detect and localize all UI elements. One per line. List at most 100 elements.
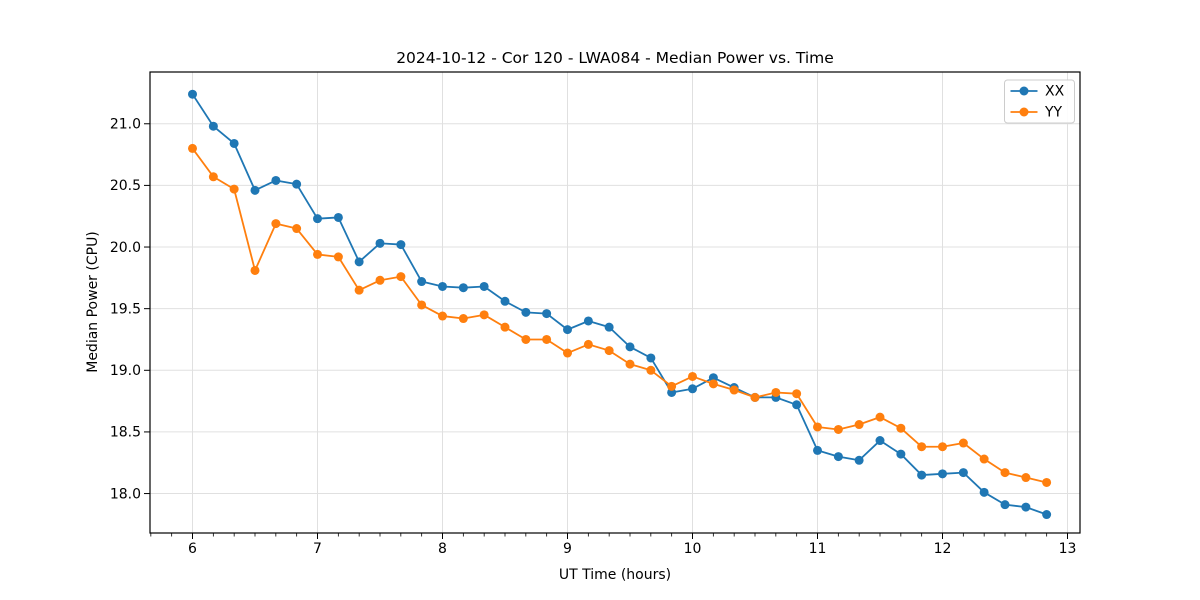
data-point-xx	[938, 469, 947, 479]
data-point-yy	[583, 339, 593, 349]
data-point-xx	[479, 281, 489, 291]
data-point-yy	[667, 381, 677, 391]
data-point-xx	[667, 387, 677, 397]
data-point-xx	[375, 238, 385, 248]
data-point-yy	[375, 275, 385, 285]
chart-title: 2024-10-12 - Cor 120 - LWA084 - Median P…	[396, 49, 834, 67]
data-point-yy	[646, 365, 656, 375]
data-point-yy	[1021, 473, 1031, 483]
data-point-yy	[250, 265, 260, 275]
data-point-xx	[500, 296, 510, 306]
data-point-yy	[625, 359, 635, 369]
grid-layer	[150, 72, 1080, 533]
data-point-xx	[604, 322, 614, 332]
y-tick-label: 21.0	[110, 117, 141, 133]
data-point-xx	[563, 325, 572, 335]
data-point-xx	[271, 175, 281, 185]
x-tick-label: 11	[809, 541, 827, 557]
data-point-xx	[313, 214, 322, 224]
x-tick-label: 6	[188, 541, 197, 557]
y-tick-label: 18.5	[110, 425, 141, 441]
x-tick-label: 13	[1059, 541, 1077, 557]
data-point-yy	[271, 219, 281, 229]
data-point-yy	[333, 252, 343, 262]
data-point-yy	[1000, 468, 1010, 478]
data-point-yy	[542, 334, 552, 344]
data-point-yy	[708, 379, 718, 389]
data-point-xx	[583, 316, 593, 326]
data-point-xx	[708, 373, 718, 383]
legend: XX YY	[1004, 79, 1075, 124]
data-point-yy	[458, 314, 468, 324]
data-point-xx	[250, 185, 260, 195]
data-point-yy	[417, 300, 427, 310]
data-point-yy	[229, 184, 239, 194]
x-tick-label: 10	[684, 541, 702, 557]
x-tick-label: 9	[563, 541, 572, 557]
plot-border	[149, 71, 1081, 534]
data-point-xx	[688, 384, 697, 394]
data-point-xx	[792, 400, 802, 410]
data-point-yy	[958, 438, 968, 448]
data-point-xx	[958, 468, 968, 478]
data-point-yy	[438, 311, 447, 321]
data-point-yy	[354, 285, 364, 295]
data-point-xx	[396, 240, 406, 250]
y-tick-label: 18.0	[110, 486, 141, 502]
data-point-xx	[979, 487, 989, 497]
x-tick-label: 8	[438, 541, 447, 557]
data-point-xx	[1000, 500, 1010, 510]
data-point-yy	[521, 334, 531, 344]
data-point-xx	[417, 277, 427, 287]
data-point-xx	[646, 353, 656, 363]
y-tick-label: 20.5	[110, 178, 141, 194]
data-point-xx	[625, 342, 635, 352]
x-tick-label: 7	[313, 541, 322, 557]
data-point-yy	[979, 454, 989, 464]
data-point-xx	[854, 455, 864, 465]
y-axis-label: Median Power (CPU)	[85, 231, 101, 373]
data-point-xx	[229, 138, 239, 148]
data-point-xx	[917, 470, 927, 480]
y-tick-label: 20.0	[110, 240, 141, 256]
legend-label-xx: XX	[1045, 84, 1065, 100]
data-point-xx	[458, 283, 468, 293]
data-point-yy	[771, 387, 781, 397]
y-tick-label: 19.5	[110, 301, 141, 317]
data-point-yy	[917, 442, 927, 452]
data-point-yy	[208, 172, 218, 182]
series-line-xx	[191, 93, 1047, 516]
data-point-yy	[854, 420, 864, 430]
data-point-yy	[729, 385, 739, 395]
data-point-yy	[688, 371, 697, 381]
series-layer	[188, 89, 1052, 520]
legend-label-yy: YY	[1044, 105, 1063, 121]
data-point-xx	[896, 449, 906, 459]
legend-marker-xx	[1019, 86, 1029, 96]
data-point-yy	[750, 392, 760, 402]
x-axis-label: UT Time (hours)	[559, 567, 671, 583]
data-point-yy	[313, 249, 322, 259]
data-point-yy	[396, 272, 406, 282]
data-point-yy	[563, 348, 572, 358]
data-point-xx	[208, 121, 218, 131]
data-point-yy	[896, 423, 906, 433]
data-point-yy	[792, 389, 802, 399]
data-point-xx	[1021, 502, 1031, 512]
data-point-xx	[542, 309, 552, 319]
data-point-xx	[354, 257, 364, 267]
data-point-yy	[938, 442, 947, 452]
data-point-xx	[813, 445, 822, 455]
data-point-xx	[188, 89, 197, 99]
data-point-yy	[188, 143, 197, 153]
data-point-yy	[604, 346, 614, 356]
data-point-yy	[875, 412, 885, 422]
data-point-yy	[813, 422, 822, 432]
data-point-xx	[1042, 510, 1052, 520]
y-tick-label: 19.0	[110, 363, 141, 379]
data-point-yy	[1042, 477, 1052, 487]
data-point-xx	[521, 307, 531, 317]
data-point-yy	[292, 224, 302, 234]
